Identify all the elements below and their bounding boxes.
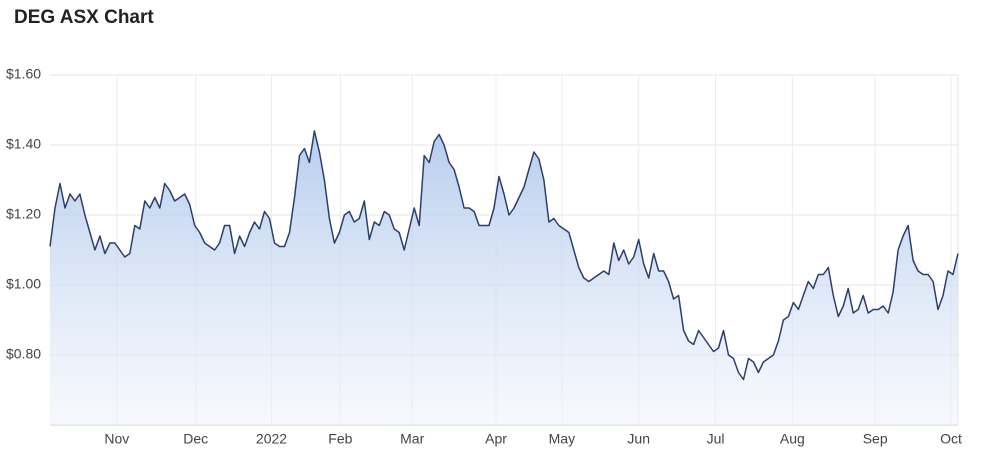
x-tick-label: Jul bbox=[707, 431, 725, 447]
x-tick-label: Jun bbox=[627, 431, 650, 447]
x-tick-label: May bbox=[549, 431, 575, 447]
area-fill bbox=[50, 131, 958, 425]
price-line bbox=[49, 130, 959, 381]
x-tick-label: Feb bbox=[328, 431, 352, 447]
x-tick-label: Apr bbox=[485, 431, 507, 447]
y-tick-label: $0.80 bbox=[6, 346, 41, 362]
x-tick-label: Mar bbox=[400, 431, 424, 447]
y-tick-label: $1.00 bbox=[6, 276, 41, 292]
x-tick-label: Dec bbox=[183, 431, 208, 447]
chart-title: DEG ASX Chart bbox=[14, 7, 154, 28]
y-tick-label: $1.60 bbox=[6, 66, 41, 82]
x-tick-label: 2022 bbox=[256, 431, 287, 447]
y-tick-label: $1.40 bbox=[6, 136, 41, 152]
y-tick-label: $1.20 bbox=[6, 206, 41, 222]
x-tick-label: Oct bbox=[940, 431, 962, 447]
x-tick-label: Sep bbox=[863, 431, 888, 447]
x-tick-label: Nov bbox=[104, 431, 129, 447]
x-tick-label: Aug bbox=[780, 431, 805, 447]
